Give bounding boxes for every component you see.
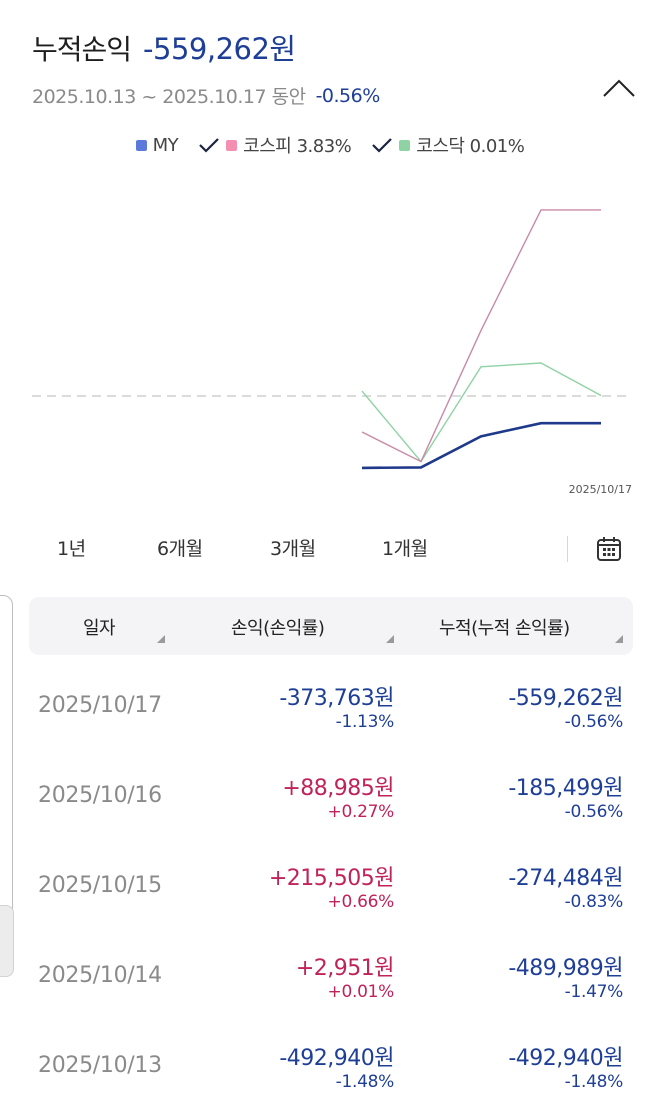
total-profit-value: -559,262원 — [143, 32, 296, 66]
row-cumulative-rate: -0.83% — [564, 892, 624, 912]
row-cumulative-rate: -1.48% — [564, 1072, 624, 1092]
tab-1-year[interactable]: 1년 — [57, 538, 86, 560]
row-profit: -373,763원 — [279, 686, 394, 711]
edge-panel-outline — [0, 595, 13, 919]
row-profit-rate: +0.66% — [327, 892, 395, 912]
row-profit: +215,505원 — [268, 866, 395, 891]
checkmark-icon — [372, 138, 393, 153]
my-color-swatch — [135, 139, 147, 151]
edge-panel-handle[interactable] — [0, 905, 14, 977]
chart-legend: MY 코스피 3.83% 코스닥 0.01% — [0, 132, 660, 158]
row-profit: +2,951원 — [295, 956, 395, 981]
legend-label: 코스피 3.83% — [243, 136, 352, 157]
row-date: 2025/10/15 — [38, 873, 162, 898]
row-profit-rate: +0.01% — [327, 982, 395, 1002]
column-header-profit[interactable]: 손익(손익률) — [231, 618, 325, 639]
legend-label: 코스닥 0.01% — [416, 136, 525, 157]
row-profit-rate: -1.13% — [335, 712, 395, 732]
row-profit: -492,940원 — [279, 1046, 394, 1071]
legend-label: MY — [152, 134, 179, 156]
series-line-코스피 — [361, 209, 601, 463]
row-cumulative: -492,940원 — [508, 1046, 623, 1071]
legend-item-kospi[interactable]: 코스피 3.83% — [188, 132, 352, 158]
row-cumulative: -185,499원 — [508, 776, 623, 801]
divider — [567, 536, 568, 562]
tab-1-month[interactable]: 1개월 — [382, 538, 428, 560]
sort-icon — [615, 635, 623, 643]
legend-item-my[interactable]: MY — [135, 134, 179, 156]
calendar-icon — [597, 537, 621, 561]
tab-6-months[interactable]: 6개월 — [157, 538, 203, 560]
series-line-코스닥 — [361, 362, 602, 463]
page-title: 누적손익 — [32, 33, 132, 66]
chevron-up-icon — [603, 79, 635, 97]
column-header-cumulative[interactable]: 누적(누적 손익률) — [439, 618, 570, 639]
row-date: 2025/10/13 — [38, 1053, 162, 1078]
collapse-button[interactable] — [602, 76, 636, 100]
row-cumulative-rate: -0.56% — [564, 802, 624, 822]
row-cumulative: -489,989원 — [508, 956, 623, 981]
kosdaq-color-swatch — [399, 139, 411, 151]
table-row[interactable]: 2025/10/17 -373,763원 -1.13% -559,262원 -0… — [0, 675, 660, 765]
row-profit: +88,985원 — [282, 776, 394, 801]
period-range-text: 2025.10.13 ~ 2025.10.17 동안 — [32, 86, 306, 108]
table-row[interactable]: 2025/10/13 -492,940원 -1.48% -492,940원 -1… — [0, 1035, 660, 1100]
calendar-button[interactable] — [596, 536, 622, 562]
summary-header: 누적손익 -559,262원 2025.10.13 ~ 2025.10.17 동… — [32, 26, 636, 109]
table-header: 일자 손익(손익률) 누적(누적 손익률) — [29, 597, 633, 655]
tab-3-months[interactable]: 3개월 — [270, 538, 316, 560]
profit-line-chart[interactable] — [0, 170, 660, 500]
period-tabs: 1년 6개월 3개월 1개월 — [0, 534, 660, 564]
row-date: 2025/10/17 — [38, 693, 162, 718]
row-profit-rate: +0.27% — [327, 802, 395, 822]
row-profit-rate: -1.48% — [335, 1072, 395, 1092]
column-header-date[interactable]: 일자 — [83, 618, 116, 639]
row-date: 2025/10/16 — [38, 783, 162, 808]
legend-item-kosdaq[interactable]: 코스닥 0.01% — [361, 132, 525, 158]
sort-icon — [157, 635, 165, 643]
row-cumulative: -274,484원 — [508, 866, 623, 891]
row-cumulative-rate: -0.56% — [564, 712, 624, 732]
sort-icon — [386, 635, 394, 643]
kospi-color-swatch — [226, 139, 238, 151]
period-rate: -0.56% — [315, 84, 381, 107]
chart-end-date: 2025/10/17 — [568, 483, 632, 496]
row-cumulative: -559,262원 — [508, 686, 623, 711]
table-row[interactable]: 2025/10/14 +2,951원 +0.01% -489,989원 -1.4… — [0, 945, 660, 1035]
table-row[interactable]: 2025/10/16 +88,985원 +0.27% -185,499원 -0.… — [0, 765, 660, 855]
row-cumulative-rate: -1.47% — [564, 982, 624, 1002]
checkmark-icon — [199, 138, 219, 153]
table-row[interactable]: 2025/10/15 +215,505원 +0.66% -274,484원 -0… — [0, 855, 660, 945]
row-date: 2025/10/14 — [38, 963, 162, 988]
series-line-MY — [361, 421, 601, 470]
